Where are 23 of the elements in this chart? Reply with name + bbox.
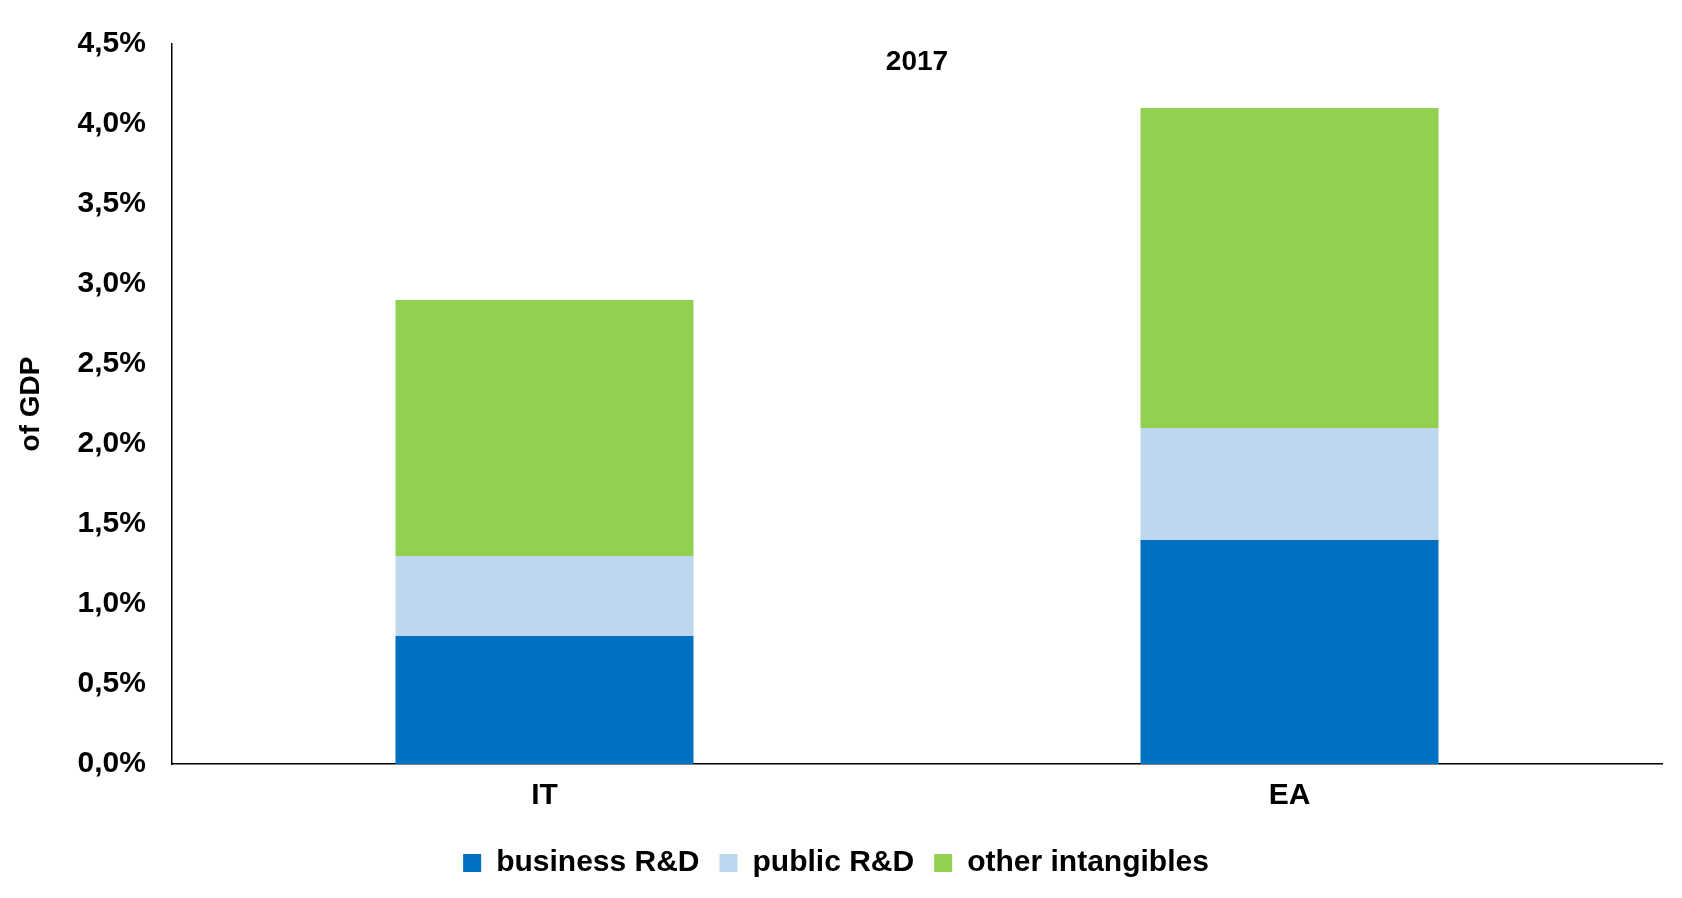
- legend-label: other intangibles: [967, 844, 1209, 878]
- y-tick-label: 3,5%: [77, 185, 146, 219]
- bar: [395, 300, 694, 556]
- x-tick-label: IT: [531, 777, 558, 811]
- y-tick-label: 1,0%: [77, 585, 146, 619]
- bar: [395, 636, 694, 764]
- y-tick-label: 0,0%: [77, 745, 146, 779]
- legend-label: business R&D: [496, 844, 700, 878]
- y-axis-title: of GDP: [13, 356, 45, 452]
- bar: [1140, 540, 1439, 764]
- x-tick-label: EA: [1268, 777, 1311, 811]
- legend-label: public R&D: [752, 844, 915, 878]
- y-tick-label: 0,5%: [77, 665, 146, 699]
- y-tick-label: 2,0%: [77, 425, 146, 459]
- y-tick-label: 2,5%: [77, 345, 146, 379]
- bar: [395, 556, 694, 636]
- bar: [1140, 428, 1439, 540]
- y-tick-label: 3,0%: [77, 265, 146, 299]
- bar: [1140, 108, 1439, 428]
- y-tick-label: 1,5%: [77, 505, 146, 539]
- y-tick-label: 4,0%: [77, 105, 146, 139]
- chart-title: 2017: [885, 44, 949, 76]
- y-tick-label: 4,5%: [77, 25, 146, 59]
